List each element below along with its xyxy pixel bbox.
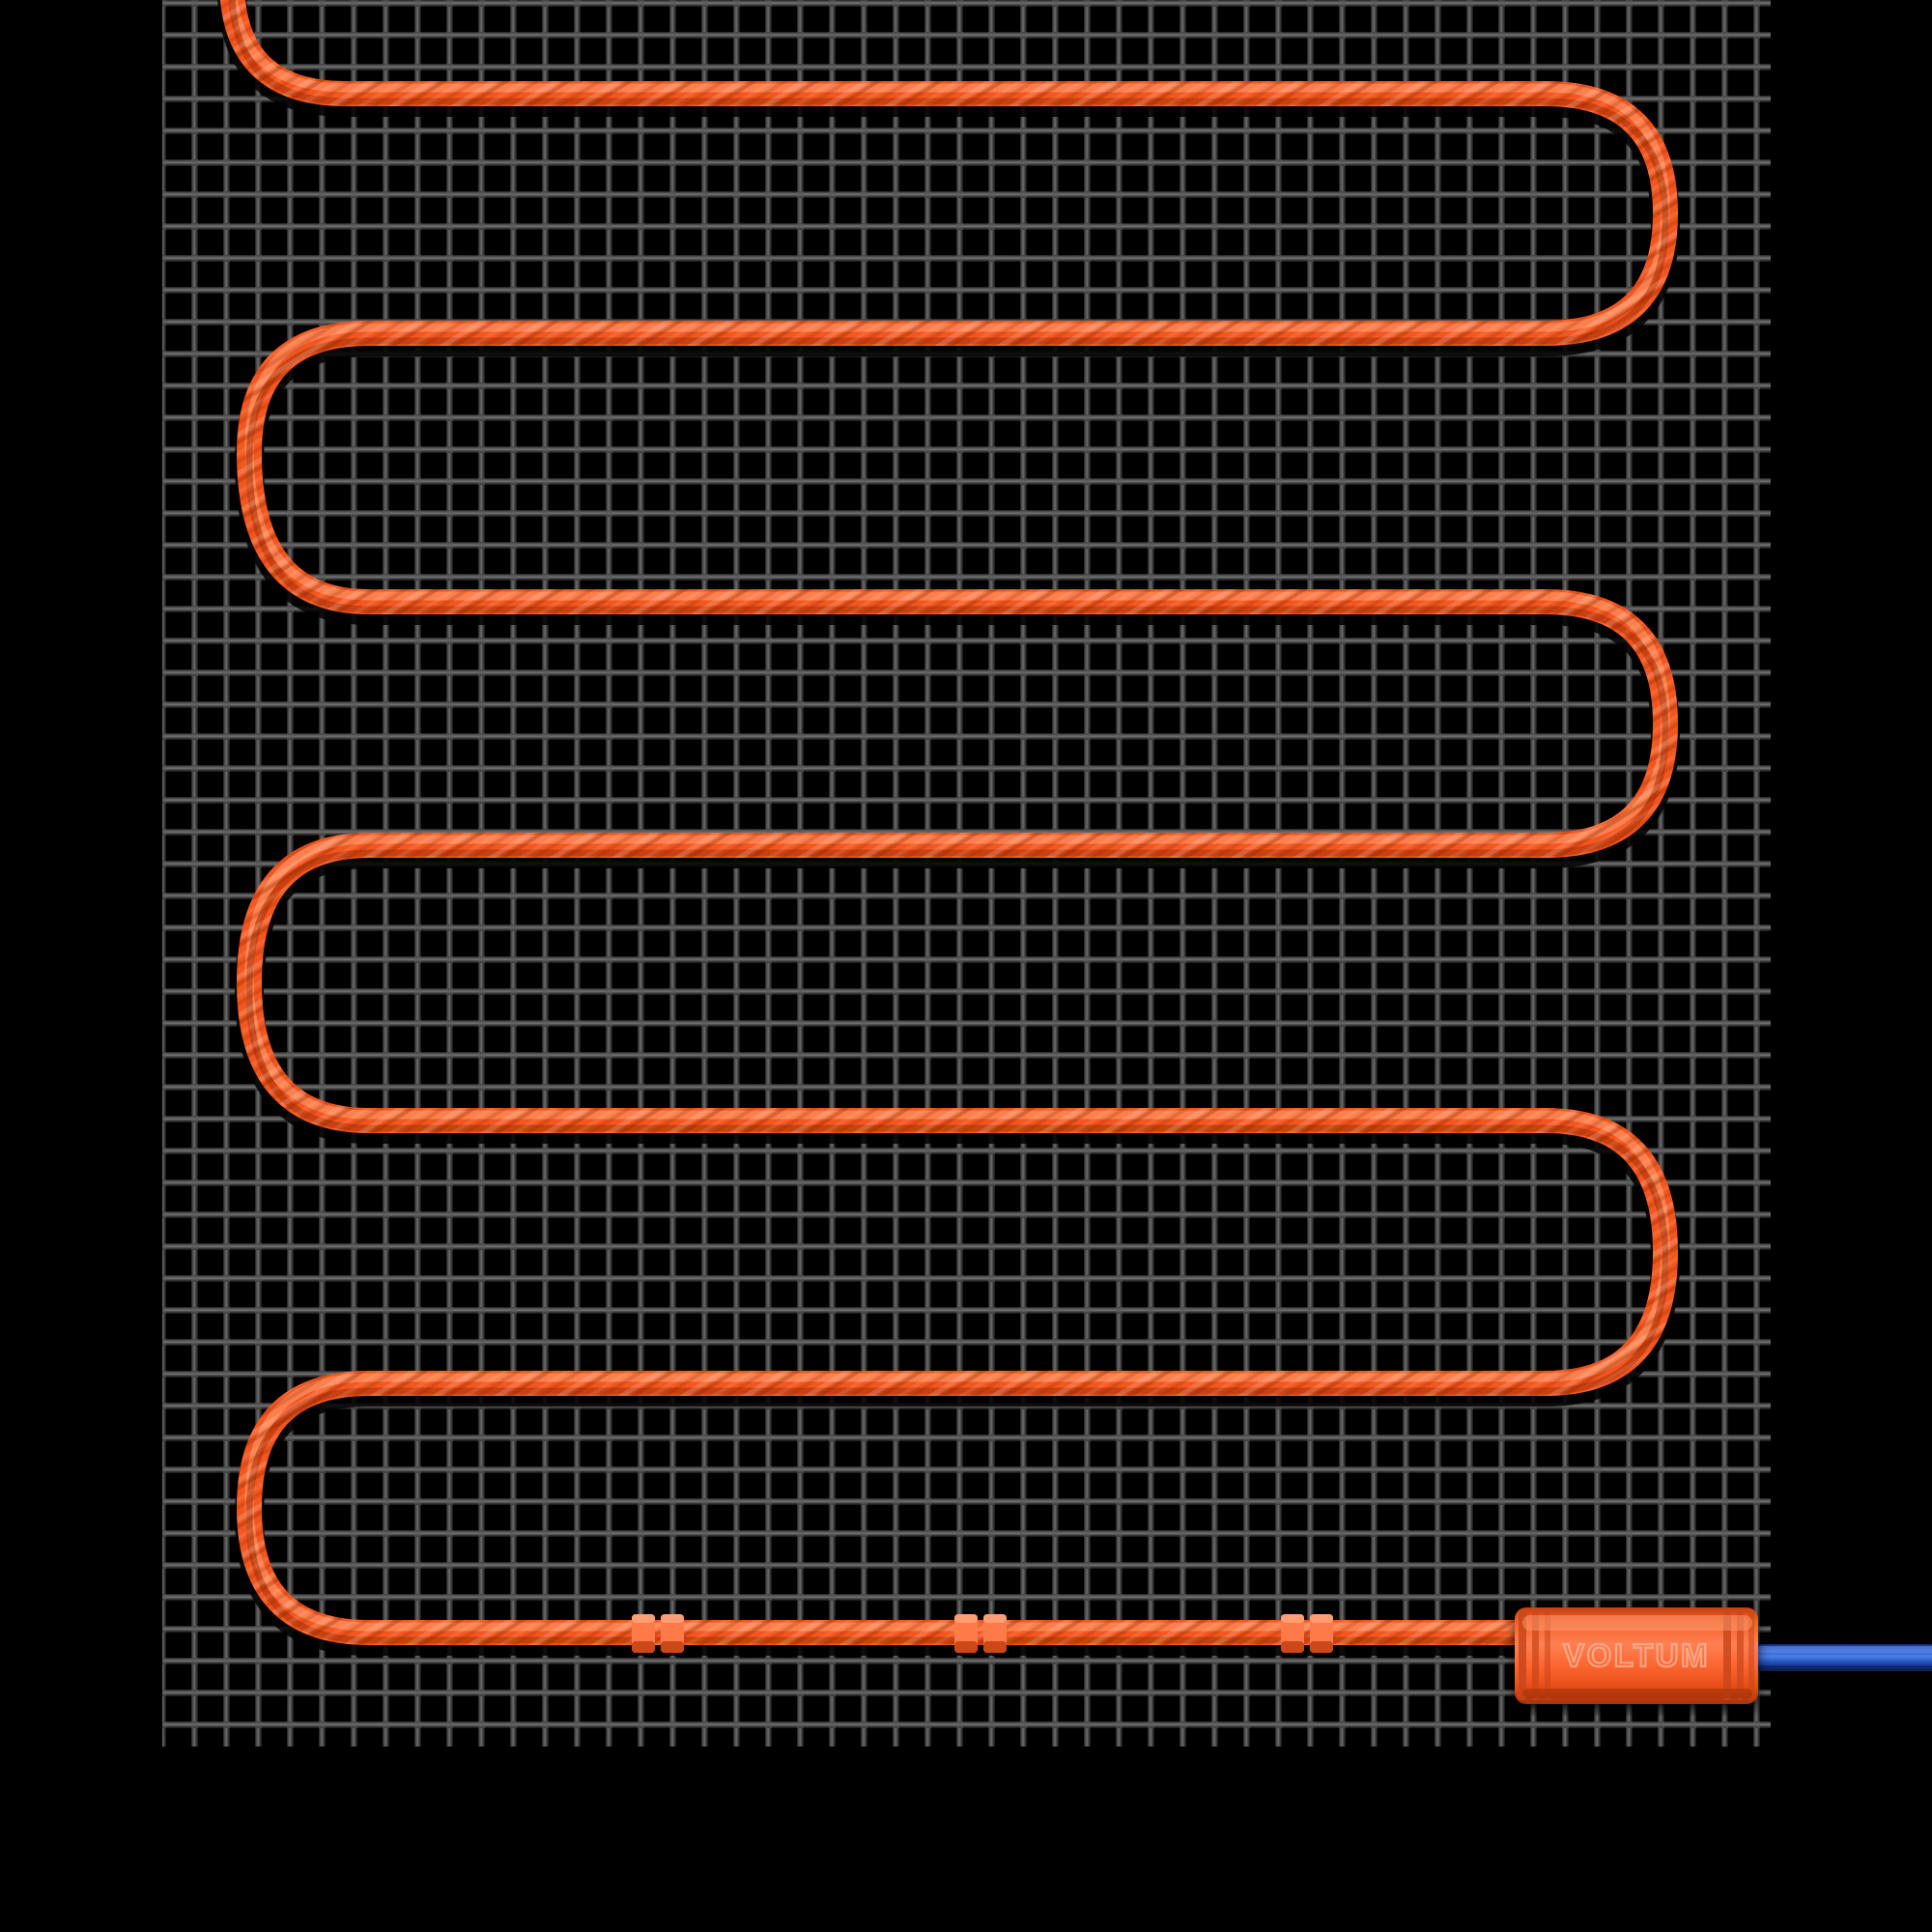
cable-clip-group <box>632 1614 1333 1653</box>
cable-clip-pair-2 <box>954 1614 1007 1653</box>
connector-brand-label: VOLTUM <box>1563 1637 1710 1673</box>
cable-clip-pair-1 <box>632 1614 684 1653</box>
splice-connector: VOLTUM <box>1515 1607 1758 1704</box>
cable-clip-pair-3 <box>1281 1614 1333 1653</box>
cold-lead-cable <box>1729 1644 1932 1671</box>
